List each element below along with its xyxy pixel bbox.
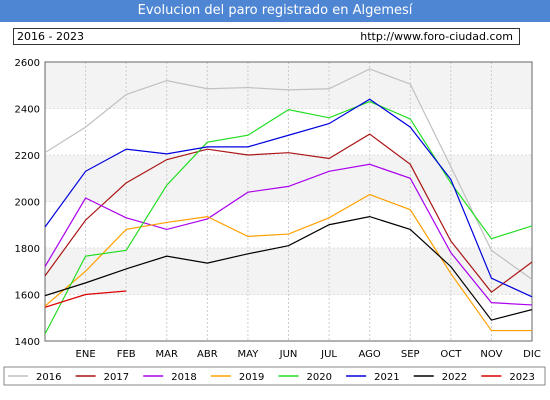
series-line-2018 — [45, 163, 532, 306]
x-tick-label: FEB — [117, 349, 136, 360]
grid-band — [45, 62, 532, 109]
series-line-2019 — [45, 193, 532, 332]
legend-label-2016: 2016 — [36, 372, 61, 383]
legend-box — [3, 366, 546, 386]
info-bar: 2016 - 2023 http://www.foro-ciudad.com — [13, 28, 520, 45]
x-tick-label: JUL — [320, 349, 337, 360]
series-line-2022 — [45, 215, 532, 321]
y-tick-label: 1600 — [15, 291, 40, 302]
legend-label-2017: 2017 — [104, 372, 129, 383]
legend-label-2020: 2020 — [307, 372, 332, 383]
series-line-2017 — [45, 133, 532, 294]
grid-lines — [45, 61, 532, 342]
x-tick-label: JUN — [279, 349, 298, 360]
x-tick-label: MAY — [238, 349, 260, 360]
y-tick-label: 1400 — [15, 337, 40, 348]
chart-title: Evolucion del paro registrado en Algemes… — [0, 0, 550, 22]
x-tick-label: ABR — [197, 349, 218, 360]
legend-label-2021: 2021 — [374, 372, 399, 383]
series-line-2023 — [45, 290, 127, 308]
y-tick-label: 1800 — [15, 244, 40, 255]
grid-band — [45, 201, 532, 248]
x-tick-label: ENE — [76, 349, 96, 360]
legend-label-2022: 2022 — [442, 372, 467, 383]
x-tick-label: AGO — [359, 349, 381, 360]
series-line-2016 — [45, 68, 532, 280]
x-tick-label: MAR — [156, 349, 178, 360]
source-url[interactable]: http://www.foro-ciudad.com — [360, 30, 513, 43]
x-tick-label: SEP — [401, 349, 420, 360]
x-tick-label: OCT — [440, 349, 462, 360]
y-axis: 1400 1600 1800 2000 2200 2400 2600 — [15, 58, 40, 348]
y-tick-label: 2200 — [15, 151, 40, 162]
y-tick-label: 2600 — [15, 58, 40, 69]
legend-label-2023: 2023 — [509, 372, 534, 383]
legend: 2016 2017 2018 2019 2020 2021 2022 2023 — [3, 366, 546, 386]
x-tick-label: DIC — [523, 349, 541, 360]
legend-label-2019: 2019 — [239, 372, 264, 383]
x-axis: ENE FEB MAR ABR MAY JUN JUL AGO SEP OCT NOV DIC — [76, 349, 541, 360]
period-label: 2016 - 2023 — [17, 30, 84, 43]
x-tick-label: NOV — [480, 349, 502, 360]
series-lines — [45, 68, 532, 335]
legend-label-2018: 2018 — [171, 372, 196, 383]
plot-frame — [44, 61, 533, 342]
y-tick-label: 2400 — [15, 105, 40, 116]
series-line-2021 — [45, 98, 532, 298]
y-tick-label: 2000 — [15, 198, 40, 209]
series-line-2020 — [45, 100, 532, 335]
